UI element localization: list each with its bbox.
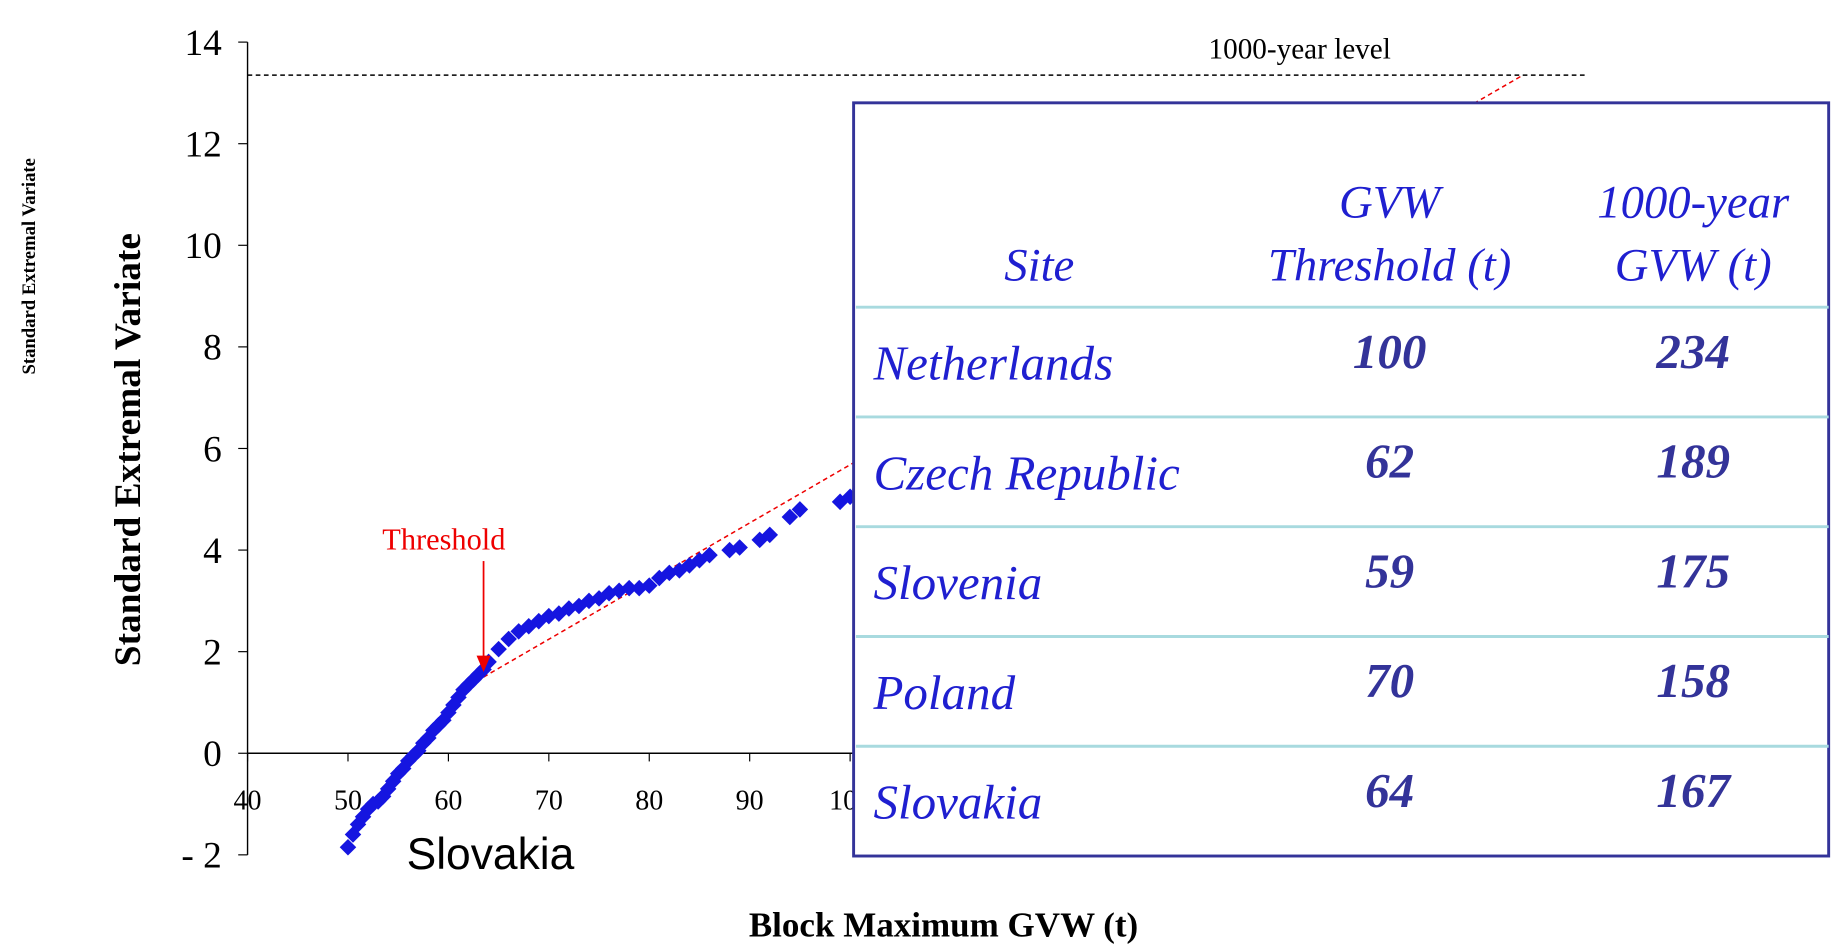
table-value: 70 [1365, 653, 1414, 708]
site-name: Slovakia [873, 775, 1042, 830]
x-axis-label: Block Maximum GVW (t) [749, 906, 1138, 945]
point [620, 579, 638, 597]
y-tick-label: 14 [185, 23, 223, 64]
y-tick-label: 4 [203, 531, 222, 572]
y-tick-label: - 2 [181, 836, 221, 877]
table-value: 64 [1365, 763, 1414, 818]
x-tick-label: 50 [334, 785, 362, 816]
x-tick-label: 40 [234, 785, 262, 816]
table-value: 100 [1353, 324, 1427, 379]
point [490, 640, 507, 658]
y-tick-label: 8 [203, 328, 222, 369]
column-header: GVW (t) [1615, 239, 1772, 291]
point [500, 630, 517, 648]
y-tick-label: 0 [203, 734, 222, 775]
column-header: Threshold (t) [1268, 239, 1511, 291]
series-label: Slovakia [407, 830, 575, 879]
table-value: 62 [1365, 434, 1414, 489]
x-tick-label: 90 [736, 785, 764, 816]
y-tick-label: 10 [185, 226, 222, 267]
column-header: Site [1004, 239, 1074, 291]
site-name: Netherlands [872, 336, 1113, 391]
table-value: 189 [1656, 434, 1730, 489]
point [701, 546, 718, 564]
x-tick-label: 70 [535, 785, 563, 816]
column-header: 1000-year [1597, 176, 1790, 228]
site-name: Slovenia [873, 555, 1042, 610]
column-header: GVW [1339, 176, 1444, 228]
background-axis-label: Standard Extremal Variate [19, 158, 40, 374]
table-value: 167 [1656, 763, 1732, 818]
table-value: 234 [1655, 324, 1730, 379]
level-label: 1000-year level [1209, 33, 1391, 65]
point [731, 539, 748, 556]
table-value: 59 [1365, 543, 1414, 598]
results-table: Site GVW Threshold (t) 1000-year GVW (t) Neth… [852, 101, 1831, 858]
point [791, 501, 809, 518]
x-tick-label: 60 [434, 785, 462, 816]
site-name: Poland [872, 665, 1015, 720]
table-value: 175 [1656, 543, 1730, 598]
x-tick-label: 80 [635, 785, 663, 816]
table-box [852, 101, 1831, 858]
y-tick-label: 12 [185, 125, 222, 166]
y-tick-label: 2 [203, 633, 222, 674]
threshold-label: Threshold [382, 522, 505, 556]
y-tick-label: 6 [203, 429, 222, 470]
table-value: 158 [1656, 653, 1730, 708]
threshold-arrowhead [476, 655, 491, 672]
y-axis-label: Standard Extremal Variate [108, 233, 149, 666]
site-name: Czech Republic [873, 445, 1180, 500]
